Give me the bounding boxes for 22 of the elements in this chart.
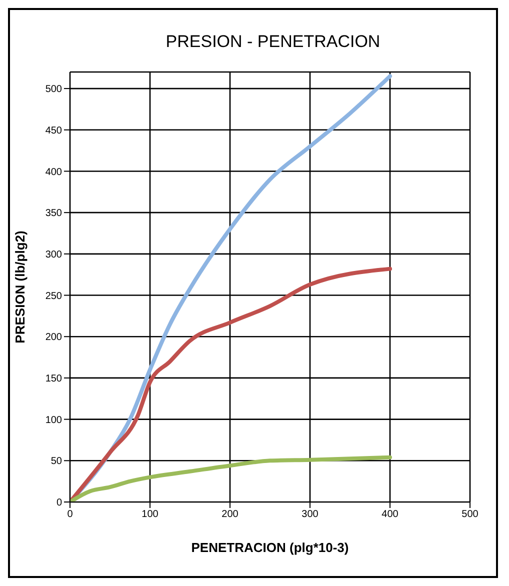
y-tick-label: 400 xyxy=(45,166,62,178)
line-series xyxy=(70,266,392,502)
x-tick-label: 200 xyxy=(222,509,239,520)
x-tick-label: 0 xyxy=(67,509,74,520)
x-tick-label: 500 xyxy=(462,509,479,520)
chart-title: PRESION - PENETRACION xyxy=(164,32,382,52)
y-tick-label: 200 xyxy=(45,332,62,344)
y-tick-label: 150 xyxy=(45,374,62,385)
y-tick-label: 50 xyxy=(50,456,62,468)
line-series xyxy=(70,455,392,502)
x-tick-label: 300 xyxy=(302,509,319,520)
y-tick-label: 100 xyxy=(45,414,62,426)
x-tick-label: 100 xyxy=(142,509,159,520)
y-tick-label: 350 xyxy=(45,208,62,220)
y-tick-label: 300 xyxy=(45,249,62,260)
x-tick-label: 400 xyxy=(382,509,399,520)
y-tick-label: 0 xyxy=(56,498,62,509)
y-tick-label: 500 xyxy=(45,84,62,96)
y-axis-title: PRESION (lb/plg2) xyxy=(12,230,28,344)
y-tick-label: 250 xyxy=(45,290,62,302)
y-tick-label: 450 xyxy=(45,125,62,136)
x-axis-title: PENETRACION (plg*10-3) xyxy=(191,540,349,555)
